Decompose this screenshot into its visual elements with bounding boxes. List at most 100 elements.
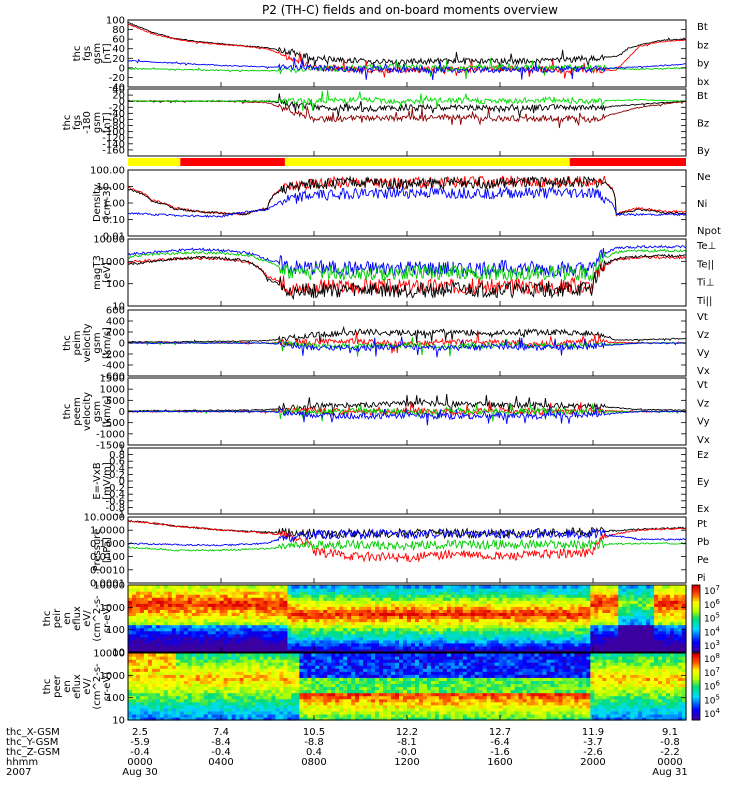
heatmap-cell — [371, 707, 376, 712]
heatmap-cell — [438, 642, 444, 647]
heatmap-cell — [598, 609, 603, 614]
heatmap-cell — [542, 633, 548, 638]
heatmap-cell — [434, 621, 440, 626]
heatmap-cell — [147, 624, 153, 629]
heatmap-cell — [347, 710, 352, 715]
heatmap-cell — [446, 600, 452, 604]
heatmap-cell — [299, 618, 304, 623]
heatmap-cell — [243, 656, 249, 660]
y-tick-label: -0.8 — [105, 503, 125, 514]
heatmap-cell — [379, 648, 384, 653]
heatmap-cell — [135, 707, 141, 712]
heatmap-cell — [283, 621, 289, 626]
heatmap-cell — [295, 609, 300, 614]
heatmap-cell — [682, 615, 687, 620]
heatmap-cell — [410, 603, 416, 607]
heatmap-cell — [490, 648, 496, 653]
heatmap-cell — [534, 597, 540, 601]
heatmap-cell — [271, 597, 277, 601]
heatmap-cell — [295, 665, 300, 669]
heatmap-cell — [303, 615, 308, 620]
heatmap-cell — [243, 633, 249, 638]
heatmap-cell — [474, 624, 480, 629]
heatmap-cell — [610, 594, 615, 598]
heatmap-cell — [299, 639, 304, 644]
heatmap-cell — [135, 609, 141, 614]
heatmap-cell — [399, 609, 404, 614]
heatmap-cell — [199, 668, 205, 672]
heatmap-cell — [566, 606, 572, 610]
heatmap-cell — [251, 633, 257, 638]
heatmap-cell — [554, 588, 560, 592]
y-tick-label: 100 — [106, 625, 125, 636]
heatmap-cell — [454, 621, 460, 626]
heatmap-cell — [155, 710, 161, 715]
y-tick-label: 0.10 — [103, 215, 125, 226]
heatmap-cell — [430, 648, 436, 653]
heatmap-cell — [546, 621, 552, 626]
heatmap-cell — [323, 686, 328, 691]
heatmap-cell — [179, 704, 185, 709]
heatmap-cell — [486, 642, 492, 647]
heatmap-cell — [191, 698, 197, 703]
heatmap-cell — [239, 653, 245, 657]
heatmap-cell — [211, 677, 217, 682]
heatmap-cell — [263, 713, 269, 718]
heatmap-cell — [175, 621, 181, 626]
heatmap-cell — [155, 707, 161, 712]
heatmap-cell — [410, 695, 416, 700]
heatmap-cell — [351, 588, 356, 592]
heatmap-cell — [211, 653, 217, 657]
heatmap-cell — [191, 677, 197, 682]
heatmap-cell — [542, 645, 548, 650]
heatmap-cell — [498, 588, 504, 592]
heatmap-cell — [582, 627, 587, 632]
heatmap-cell — [414, 630, 420, 635]
heatmap-cell — [618, 612, 623, 617]
heatmap-cell — [287, 701, 293, 706]
heatmap-cell — [159, 698, 165, 703]
heatmap-cell — [506, 603, 512, 607]
heatmap-cell — [359, 665, 364, 669]
heatmap-cell — [259, 639, 265, 644]
heatmap-cell — [239, 591, 245, 595]
heatmap-cell — [498, 597, 504, 601]
heatmap-cell — [359, 671, 364, 675]
heatmap-cell — [367, 648, 372, 653]
heatmap-cell — [231, 639, 237, 644]
heatmap-cell — [179, 698, 185, 703]
heatmap-cell — [203, 668, 209, 672]
heatmap-cell — [135, 627, 141, 632]
heatmap-cell — [482, 627, 488, 632]
heatmap-cell — [371, 594, 376, 598]
heatmap-cell — [399, 621, 404, 626]
heatmap-cell — [259, 656, 265, 660]
heatmap-cell — [558, 645, 564, 650]
heatmap-cell — [231, 704, 237, 709]
heatmap-cell — [666, 585, 671, 589]
heatmap-cell — [454, 627, 460, 632]
heatmap-cell — [151, 588, 157, 592]
heatmap-cell — [466, 594, 472, 598]
heatmap-cell — [159, 600, 165, 604]
heatmap-cell — [654, 639, 659, 644]
heatmap-cell — [634, 585, 639, 589]
heatmap-cell — [674, 591, 679, 595]
heatmap-cell — [155, 698, 161, 703]
heatmap-cell — [259, 674, 265, 678]
heatmap-cell — [195, 686, 201, 691]
heatmap-cell — [586, 627, 591, 632]
heatmap-cell — [175, 674, 181, 678]
heatmap-cell — [183, 710, 189, 715]
heatmap-cell — [303, 591, 308, 595]
heatmap-cell — [231, 707, 237, 712]
heatmap-cell — [307, 677, 312, 682]
colorbar-swatch — [692, 625, 700, 628]
heatmap-cell — [654, 621, 659, 626]
heatmap-cell — [399, 618, 404, 623]
heatmap-cell — [239, 600, 245, 604]
heatmap-cell — [159, 639, 165, 644]
heatmap-cell — [179, 630, 185, 635]
heatmap-cell — [287, 642, 293, 647]
heatmap-cell — [626, 642, 631, 647]
